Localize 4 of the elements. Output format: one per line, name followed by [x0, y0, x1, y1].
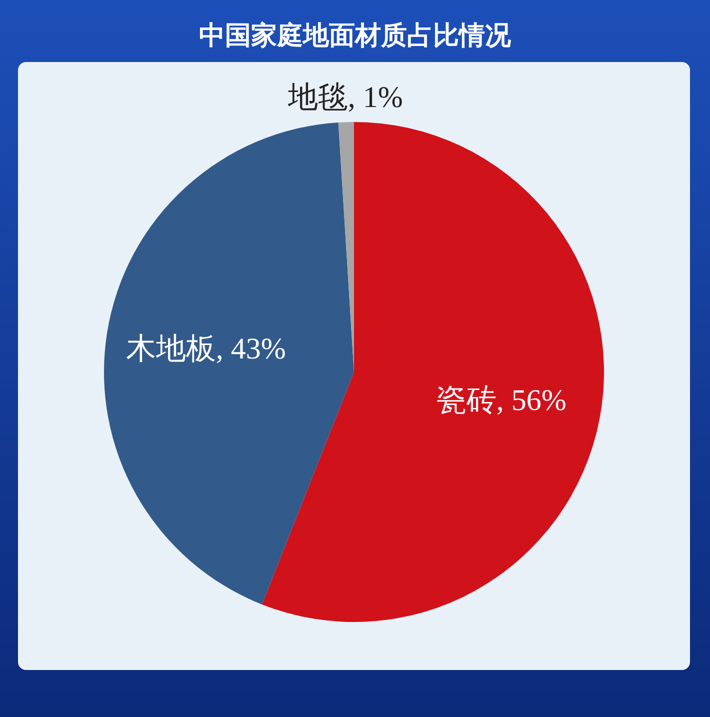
- slice-label: 瓷砖, 56%: [436, 384, 566, 418]
- chart-title: 中国家庭地面材质占比情况: [199, 20, 512, 50]
- slice-label: 地毯, 1%: [286, 81, 403, 114]
- slice-label: 木地板, 43%: [126, 332, 286, 366]
